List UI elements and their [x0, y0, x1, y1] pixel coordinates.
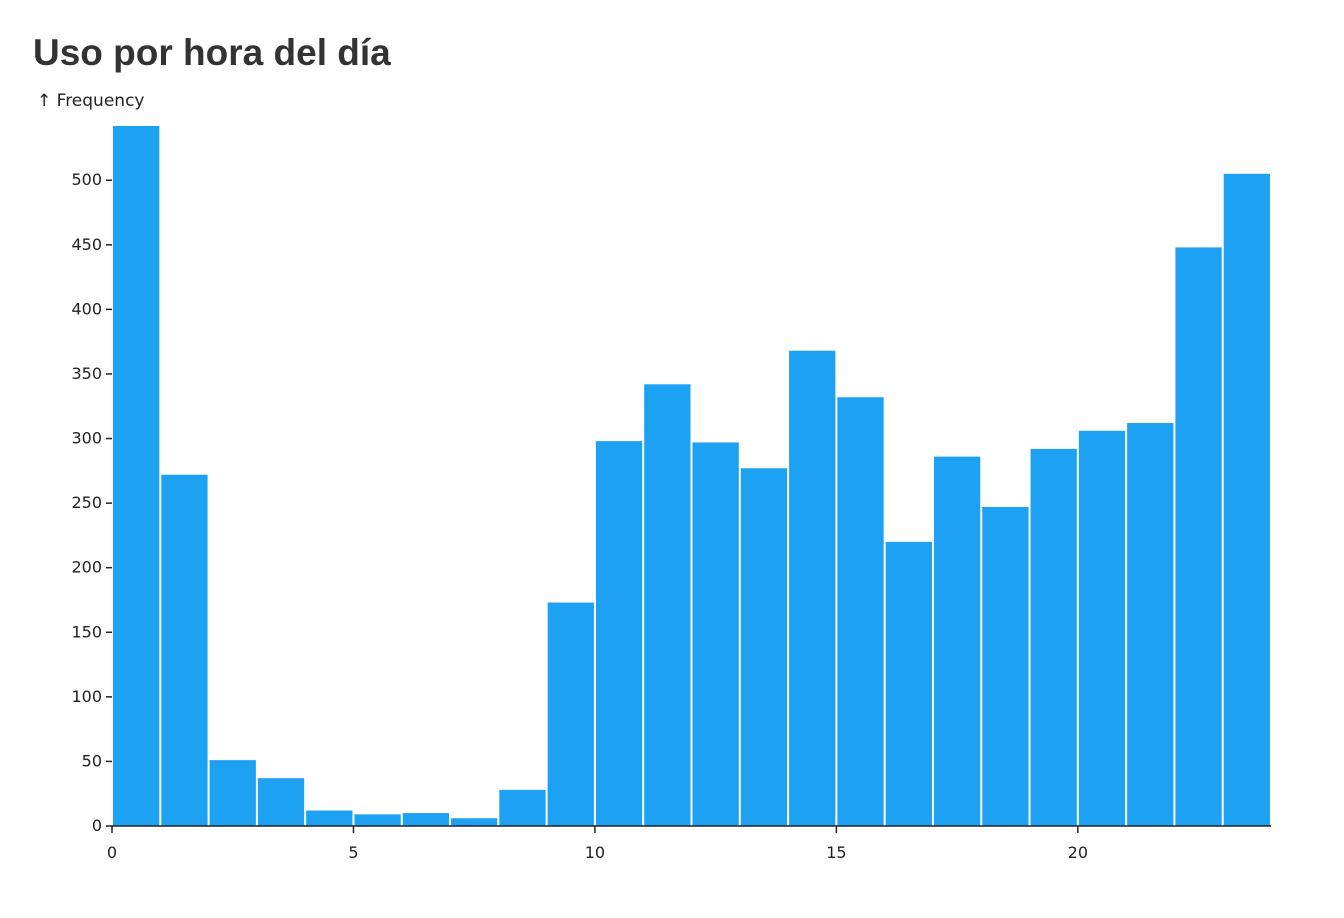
- bar-hour-19: [1030, 448, 1077, 826]
- y-tick-label-350: 350: [71, 364, 102, 383]
- bar-hour-12: [692, 442, 739, 826]
- bar-hour-21: [1127, 423, 1174, 826]
- y-tick-label-150: 150: [71, 622, 102, 641]
- bar-hour-16: [885, 541, 932, 826]
- y-tick-label-500: 500: [71, 170, 102, 189]
- bar-hour-17: [933, 456, 981, 826]
- bar-hour-11: [644, 384, 691, 826]
- bar-hour-0: [113, 126, 160, 826]
- y-tick-label-200: 200: [71, 558, 102, 577]
- bar-hour-1: [161, 474, 208, 826]
- bar-hour-6: [402, 813, 450, 826]
- x-tick-label-10: 10: [585, 843, 605, 862]
- bar-hour-3: [257, 778, 305, 826]
- x-tick-label-15: 15: [826, 843, 846, 862]
- x-tick-label-0: 0: [107, 843, 117, 862]
- y-tick-label-50: 50: [82, 751, 102, 770]
- bar-hour-23: [1223, 173, 1270, 826]
- bar-hour-4: [306, 810, 353, 826]
- bar-hour-22: [1175, 247, 1222, 826]
- bar-hour-20: [1078, 430, 1126, 826]
- y-tick-label-400: 400: [71, 299, 102, 318]
- bar-hour-2: [209, 760, 256, 826]
- bar-hour-14: [789, 350, 836, 826]
- bar-hour-5: [354, 814, 401, 826]
- bar-hour-9: [547, 602, 594, 826]
- y-axis: 0 50 100 150 200 250 300 350 400 450 500: [71, 170, 112, 835]
- chart-title: Uso por hora del día: [33, 32, 391, 73]
- bar-hour-15: [837, 397, 884, 826]
- y-tick-label-250: 250: [71, 493, 102, 512]
- y-tick-label-450: 450: [71, 235, 102, 254]
- x-tick-label-20: 20: [1068, 843, 1088, 862]
- bar-hour-8: [499, 789, 546, 826]
- bar-hour-18: [982, 506, 1029, 826]
- y-tick-label-100: 100: [71, 687, 102, 706]
- y-tick-label-300: 300: [71, 429, 102, 448]
- y-tick-label-0: 0: [92, 816, 102, 835]
- x-tick-label-5: 5: [348, 843, 358, 862]
- y-axis-label: ↑ Frequency: [37, 91, 144, 111]
- bars-group: [113, 126, 1270, 826]
- bar-hour-10: [595, 441, 643, 826]
- bar-hour-13: [740, 468, 788, 826]
- x-axis: 0 5 10 15 20: [107, 825, 1271, 862]
- bar-hour-7: [451, 818, 498, 826]
